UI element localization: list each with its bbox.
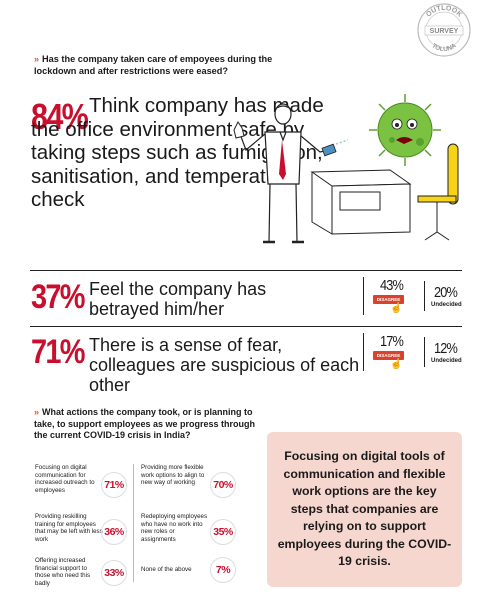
stat-2-disagree-badge: DISAGREE <box>373 295 404 304</box>
desk <box>310 169 412 235</box>
question-2: » What actions the company took, or is pl… <box>34 407 259 442</box>
option-pct: 35% <box>210 519 236 545</box>
option-pct: 7% <box>210 557 236 583</box>
divider <box>30 326 462 327</box>
stat-3-disagree-value: 17% <box>380 333 404 350</box>
spray-bottle-icon <box>321 139 349 157</box>
divider-vertical <box>424 281 425 311</box>
stat-3-disagree-badge: DISAGREE <box>373 351 404 360</box>
stat-3-undecided-value: 12% <box>434 340 458 357</box>
stat-2-undecided-label: Undecided <box>431 302 462 308</box>
stat-1-value: 84% <box>31 96 89 137</box>
option-text: Redeploying employees who have no work i… <box>141 513 208 543</box>
option-text: Focusing on digital communication for in… <box>35 464 95 494</box>
chevron-icon: » <box>34 407 39 417</box>
office-illustration <box>233 94 459 244</box>
option-text: Offering increased financial support to … <box>35 557 91 587</box>
option-pct: 70% <box>210 472 236 498</box>
option-pct: 33% <box>101 560 127 586</box>
survey-seal-logo: OUTLOOK SURVEY TOLUNA <box>417 3 471 57</box>
stat-2-value: 37% <box>31 278 85 316</box>
stat-2-text: Feel the company has betrayed him/her <box>89 279 267 319</box>
seal-middle-text: SURVEY <box>430 28 459 35</box>
question-2-text: What actions the company took, or is pla… <box>34 407 256 440</box>
option-text: Providing more flexible work options to … <box>141 464 205 487</box>
divider <box>30 270 462 271</box>
question-1-text: Has the company taken care of empoyees d… <box>34 54 273 76</box>
option-text: Providing reskilling training for employ… <box>35 513 103 543</box>
key-takeaway-callout: Focusing on digital tools of communicati… <box>267 432 462 587</box>
seal-bottom-text: TOLUNA <box>430 42 457 53</box>
chair <box>417 143 459 241</box>
svg-text:TOLUNA: TOLUNA <box>430 42 457 53</box>
divider-vertical <box>363 333 364 371</box>
stat-2-disagree-value: 43% <box>380 277 404 294</box>
question-1: » Has the company taken care of empoyees … <box>34 53 274 77</box>
thumbs-up-icon <box>233 121 245 139</box>
stat-3-undecided-label: Undecided <box>431 358 462 364</box>
callout-text: Focusing on digital tools of communicati… <box>277 449 452 569</box>
hand-pointer-icon: ☝ <box>390 303 403 314</box>
red-tie <box>279 140 286 180</box>
stat-3-text: There is a sense of fear, colleagues are… <box>89 335 360 395</box>
divider-vertical <box>424 337 425 367</box>
option-text: None of the above <box>141 566 192 573</box>
virus-icon <box>369 94 441 166</box>
option-pct: 36% <box>101 519 127 545</box>
stat-3-value: 71% <box>31 333 85 371</box>
option-pct: 71% <box>101 472 127 498</box>
hand-pointer-icon: ☝ <box>390 359 403 370</box>
chevron-icon: » <box>34 54 39 64</box>
divider-vertical <box>363 277 364 315</box>
options-divider <box>133 464 134 582</box>
stat-2-undecided-value: 20% <box>434 284 458 301</box>
stat-1-text: Think company has made the office enviro… <box>31 94 324 211</box>
